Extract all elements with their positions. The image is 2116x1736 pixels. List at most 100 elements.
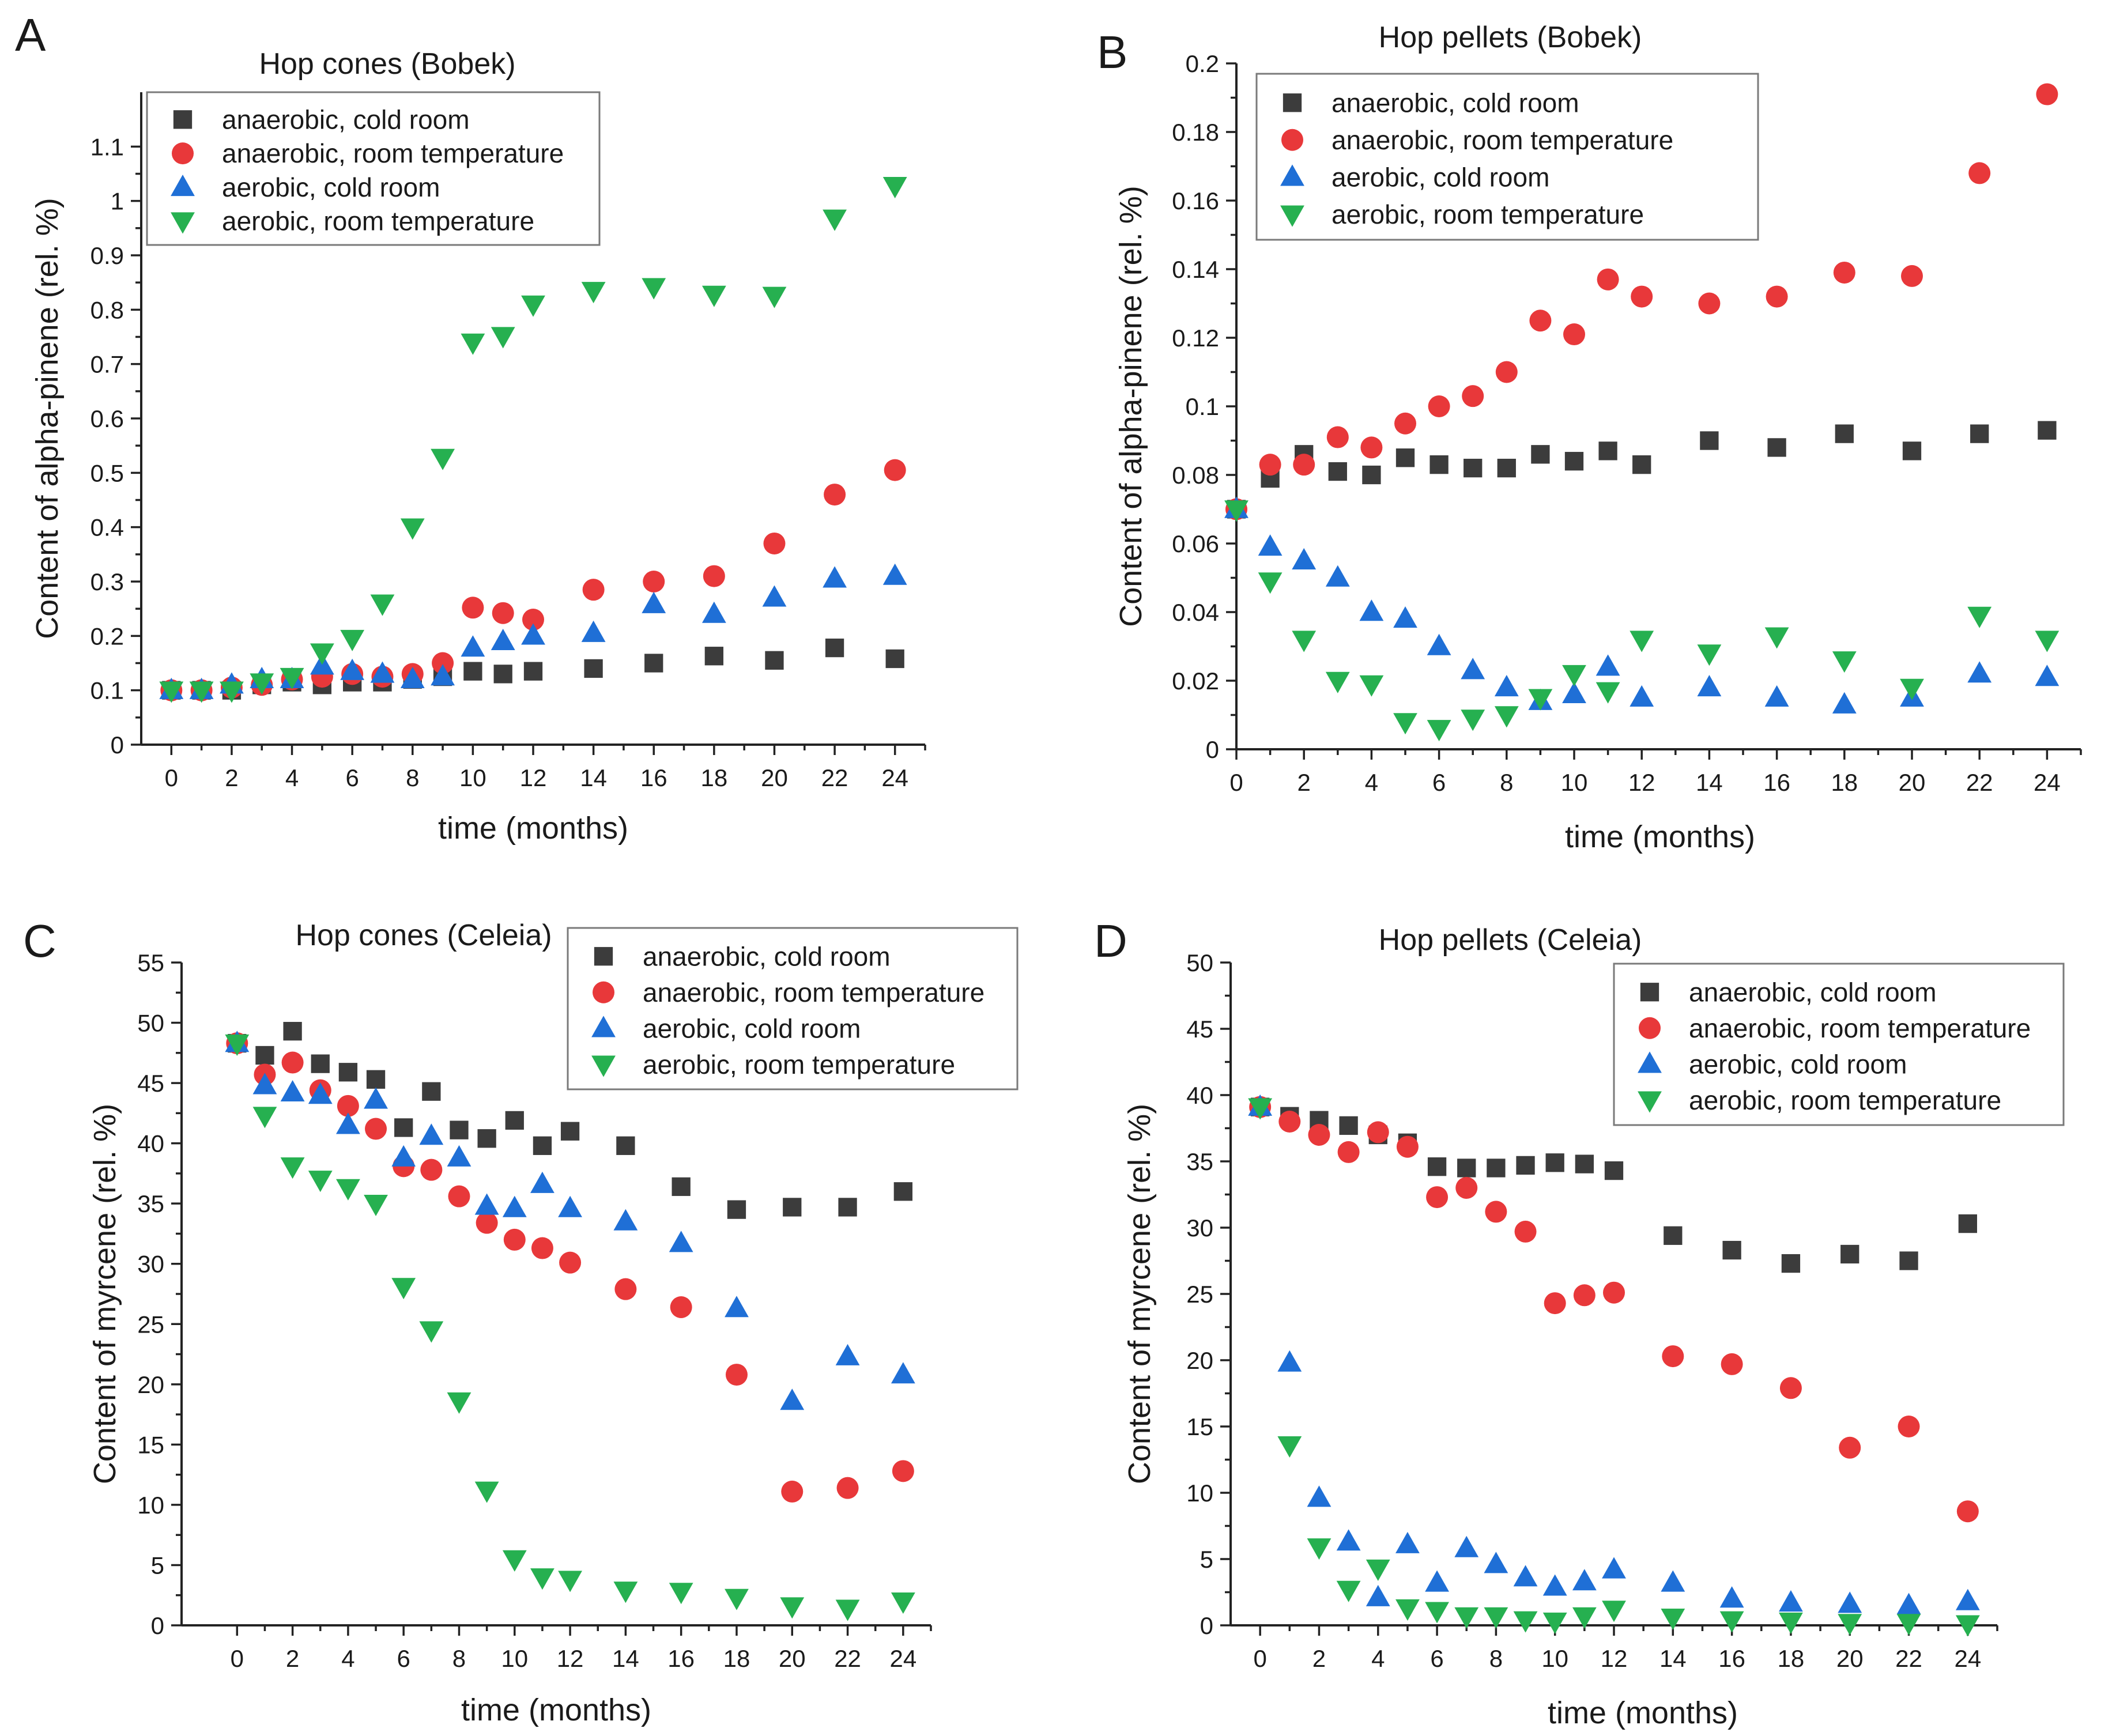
data-point	[1336, 1529, 1361, 1551]
data-point	[1516, 1156, 1535, 1175]
data-point	[283, 1022, 302, 1041]
x-tick-label: 20	[761, 764, 788, 791]
data-point	[1359, 675, 1384, 697]
data-point	[250, 673, 274, 695]
data-point	[1359, 599, 1384, 621]
data-point	[644, 654, 663, 673]
y-tick-label: 50	[137, 1010, 164, 1037]
data-point	[1602, 1601, 1626, 1622]
data-point	[1572, 1607, 1597, 1629]
data-point	[521, 295, 545, 317]
panel-b: B Hop pellets (Bobek)0 2 4 6 8 10 12 14 16 18 20 22 2…	[1097, 21, 2082, 854]
data-point	[477, 1129, 496, 1148]
y-tick-label: 40	[137, 1130, 164, 1157]
y-tick-label: 45	[1186, 1016, 1213, 1043]
x-tick-label: 20	[1899, 769, 1926, 796]
y-tick-label: 0.4	[90, 514, 124, 541]
data-point	[1513, 1611, 1538, 1633]
y-tick-label: 1.1	[90, 133, 124, 160]
legend-label: aerobic, room temperature	[1332, 199, 1644, 229]
x-tick-label: 2	[225, 764, 238, 791]
data-point	[522, 609, 544, 631]
legend-label: anaerobic, room temperature	[1332, 125, 1673, 155]
x-tick-label: 8	[452, 1645, 466, 1672]
data-point	[836, 1477, 859, 1499]
data-point	[2038, 421, 2057, 440]
panel-letter: A	[15, 9, 46, 61]
x-tick-label: 24	[1954, 1645, 1981, 1672]
x-tick-label: 18	[723, 1645, 750, 1672]
data-point	[765, 651, 784, 670]
data-point	[1838, 1591, 1862, 1613]
data-point	[491, 628, 515, 650]
y-tick-label: 0.3	[90, 568, 124, 595]
data-point	[1429, 455, 1449, 474]
data-point	[1697, 675, 1722, 697]
data-point	[503, 1228, 526, 1251]
data-point	[1362, 465, 1381, 485]
data-point	[1427, 1157, 1447, 1176]
data-point	[1719, 1611, 1744, 1633]
data-point	[1899, 1251, 1918, 1270]
data-point	[835, 1343, 860, 1365]
data-point	[642, 278, 666, 300]
x-tick-label: 24	[889, 1645, 916, 1672]
data-point	[672, 1177, 691, 1197]
x-tick-label: 18	[1831, 769, 1858, 796]
data-point	[1698, 292, 1721, 315]
data-point	[1224, 500, 1249, 522]
panel-c: C Hop cones (Celeia)0 2 4 6 8 10 12 14 16 18 20 22 24…	[23, 915, 1019, 1727]
data-point	[340, 658, 365, 680]
y-tick-label: 55	[137, 949, 164, 976]
data-point	[1455, 1177, 1478, 1199]
series-3	[1224, 500, 2060, 742]
data-point	[835, 1599, 860, 1621]
data-point	[1395, 448, 1415, 467]
y-tick-label: 50	[1186, 949, 1213, 976]
legend-marker	[1638, 1051, 1662, 1073]
data-point	[1967, 606, 1992, 628]
data-point	[1395, 1599, 1420, 1621]
data-point	[781, 1480, 804, 1503]
data-point	[823, 209, 847, 231]
data-point	[474, 1193, 499, 1215]
y-tick-label: 10	[1186, 1480, 1213, 1507]
data-point	[1454, 1607, 1479, 1629]
legend-label: aerobic, room temperature	[1689, 1085, 2001, 1115]
data-point	[1896, 1592, 1921, 1614]
data-point	[365, 1118, 387, 1140]
x-tick-label: 22	[1895, 1645, 1922, 1672]
data-point	[1277, 1350, 1302, 1372]
data-point	[1572, 1569, 1597, 1591]
x-tick-label: 8	[1489, 1645, 1503, 1672]
data-point	[703, 565, 725, 587]
legend-label: anaerobic, cold room	[643, 941, 891, 971]
series-0	[162, 638, 904, 700]
legend-label: anaerobic, room temperature	[222, 138, 564, 168]
data-point	[1956, 1500, 1979, 1523]
y-tick-label: 5	[1200, 1546, 1213, 1573]
x-tick-label: 12	[557, 1645, 584, 1672]
x-tick-label: 0	[231, 1645, 244, 1672]
data-point	[1307, 1485, 1332, 1507]
data-point	[884, 459, 906, 481]
panel-letter: B	[1097, 27, 1127, 78]
data-point	[252, 1073, 277, 1095]
legend-label: anaerobic, cold room	[222, 104, 470, 134]
x-tick-label: 18	[700, 764, 727, 791]
data-point	[1395, 1531, 1420, 1553]
data-point	[1630, 631, 1654, 652]
panel-letter: C	[23, 915, 56, 967]
legend-marker	[594, 947, 613, 966]
y-tick-label: 0.08	[1172, 462, 1219, 489]
y-tick-label: 0.06	[1172, 530, 1219, 557]
series-0	[1227, 421, 2057, 519]
data-point	[1662, 1345, 1684, 1368]
data-point	[1700, 431, 1719, 450]
y-axis-title: Content of alpha-pinene (rel. %)	[30, 198, 65, 639]
data-point	[1427, 720, 1451, 742]
data-point	[780, 1388, 805, 1410]
data-point	[1721, 1353, 1743, 1375]
data-point	[1487, 1158, 1506, 1178]
data-point	[725, 1296, 749, 1318]
